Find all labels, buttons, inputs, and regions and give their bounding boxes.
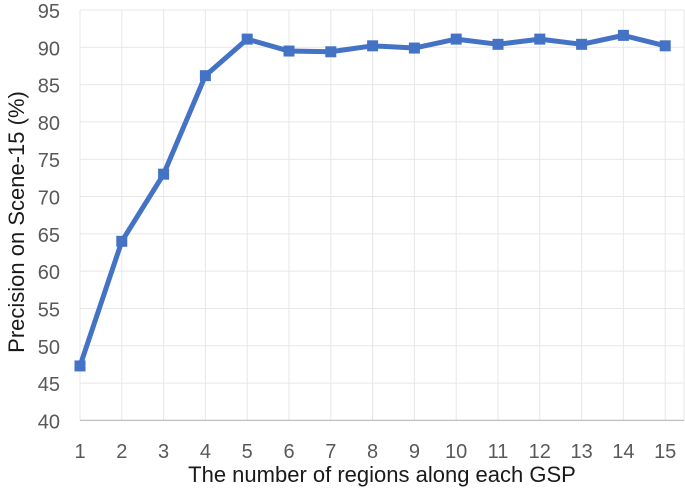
data-point-marker	[576, 38, 588, 50]
data-point-marker	[283, 45, 295, 57]
y-tick-label: 60	[38, 262, 60, 284]
data-point-marker	[199, 70, 211, 82]
y-tick-label: 50	[38, 337, 60, 359]
x-tick-label: 15	[654, 441, 676, 463]
x-axis-title: The number of regions along each GSP	[188, 462, 576, 487]
y-tick-label: 90	[38, 38, 60, 60]
data-point-marker	[659, 40, 671, 52]
data-point-marker	[534, 33, 546, 45]
x-tick-label: 6	[283, 441, 294, 463]
x-tick-label: 14	[612, 441, 634, 463]
y-tick-label: 70	[38, 188, 60, 210]
x-tick-label: 5	[242, 441, 253, 463]
data-point-marker	[450, 33, 462, 45]
x-tick-label: 12	[529, 441, 551, 463]
x-tick-label: 9	[409, 441, 420, 463]
data-point-marker	[617, 29, 629, 41]
x-tick-label: 7	[325, 441, 336, 463]
y-tick-label: 45	[38, 374, 60, 396]
data-point-marker	[325, 46, 337, 58]
y-tick-label: 40	[38, 411, 60, 433]
data-point-marker	[74, 360, 86, 372]
y-tick-label: 75	[38, 150, 60, 172]
data-point-marker	[241, 33, 253, 45]
y-tick-label: 55	[38, 299, 60, 321]
y-tick-label: 80	[38, 113, 60, 135]
y-tick-label: 65	[38, 225, 60, 247]
data-point-marker	[116, 235, 128, 247]
x-tick-label: 1	[74, 441, 85, 463]
x-tick-label: 13	[570, 441, 592, 463]
data-point-marker	[158, 168, 170, 180]
x-tick-label: 2	[116, 441, 127, 463]
data-point-marker	[492, 38, 504, 50]
x-tick-label: 3	[158, 441, 169, 463]
x-tick-label: 10	[445, 441, 467, 463]
x-tick-label: 8	[367, 441, 378, 463]
x-tick-label: 11	[488, 441, 509, 463]
y-tick-label: 95	[38, 1, 60, 23]
x-tick-label: 4	[200, 441, 211, 463]
data-point-marker	[367, 40, 379, 52]
y-tick-label: 85	[38, 76, 60, 98]
data-point-marker	[408, 42, 420, 54]
